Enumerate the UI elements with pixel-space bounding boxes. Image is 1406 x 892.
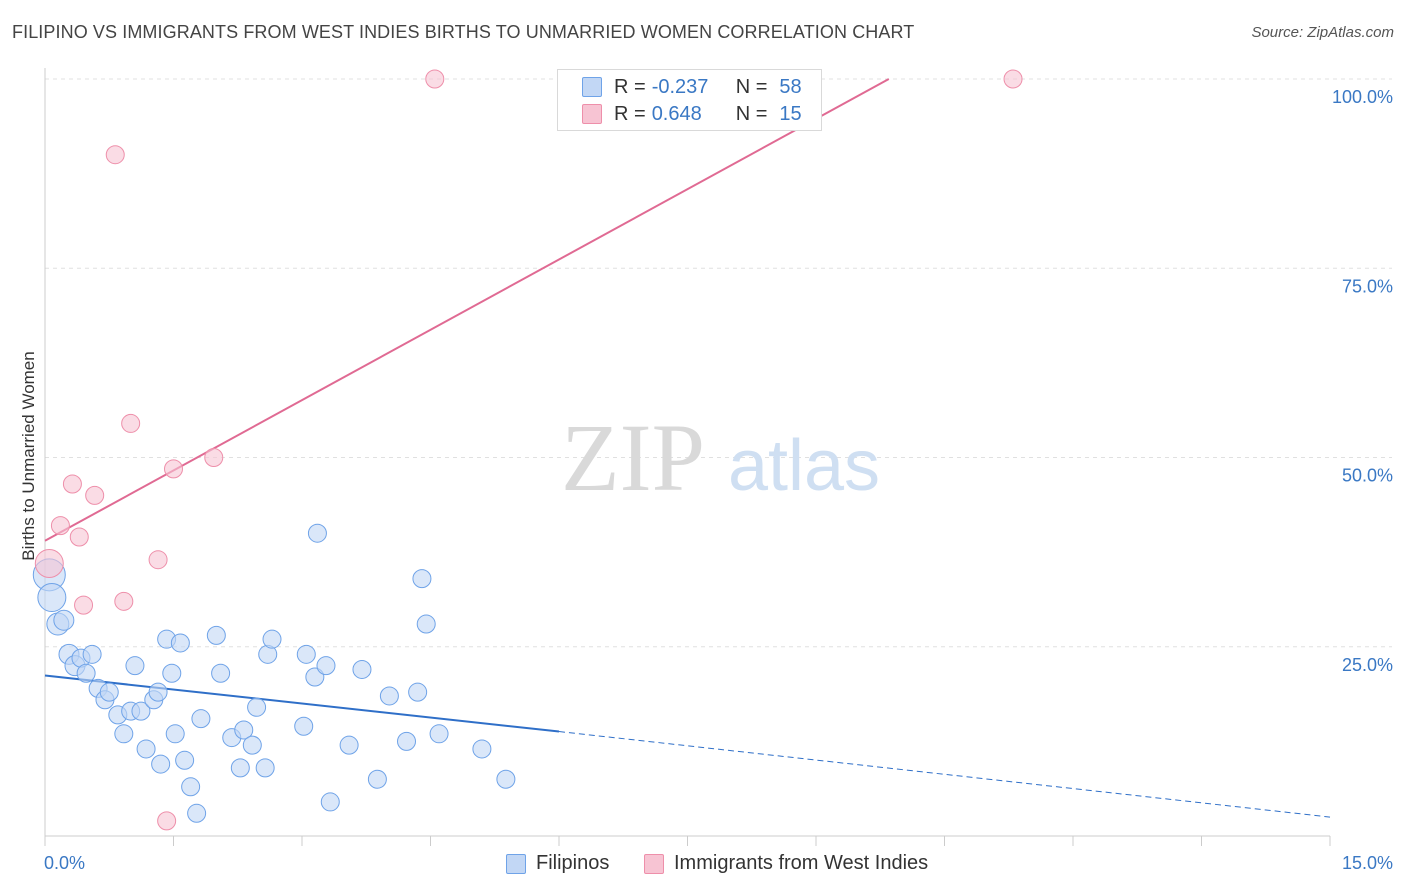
- point-filipinos: [316, 656, 336, 676]
- point-filipinos: [187, 803, 207, 823]
- point-west-indies: [105, 145, 125, 165]
- legend-item-filipinos: Filipinos: [506, 852, 609, 875]
- y-tick-label: 50.0%: [1342, 466, 1393, 486]
- point-west-indies: [85, 485, 105, 505]
- point-west-indies: [121, 413, 141, 433]
- axes: [44, 68, 1331, 846]
- trend-line-filipinos: [44, 674, 560, 733]
- point-filipinos: [367, 769, 387, 789]
- point-filipinos: [234, 720, 254, 740]
- point-filipinos: [151, 754, 171, 774]
- point-west-indies: [74, 595, 94, 615]
- point-filipinos: [99, 682, 119, 702]
- point-west-indies: [114, 591, 134, 611]
- legend-row-filipinos: R = -0.237 N = 58: [582, 75, 802, 99]
- point-filipinos: [53, 609, 75, 631]
- point-filipinos: [307, 523, 327, 543]
- point-filipinos: [247, 697, 267, 717]
- legend-n-value: 15: [779, 102, 802, 125]
- x-tick-label: 0.0%: [44, 853, 85, 873]
- point-filipinos: [296, 644, 316, 664]
- point-filipinos: [379, 686, 399, 706]
- point-filipinos: [162, 663, 182, 683]
- point-filipinos: [181, 777, 201, 797]
- point-filipinos: [472, 739, 492, 759]
- point-filipinos: [191, 709, 211, 729]
- point-filipinos: [412, 569, 432, 589]
- watermark: ZIP atlas: [561, 404, 880, 511]
- point-filipinos: [125, 656, 145, 676]
- point-filipinos: [175, 750, 195, 770]
- point-filipinos: [397, 731, 417, 751]
- legend-row-west-indies: R = 0.648 N = 15: [582, 102, 802, 126]
- legend-swatch-pink: [582, 104, 602, 124]
- point-filipinos: [148, 682, 168, 702]
- source-label: Source: ZipAtlas.com: [1251, 24, 1394, 41]
- point-west-indies: [69, 527, 89, 547]
- point-west-indies: [62, 474, 82, 494]
- y-tick-label: 25.0%: [1342, 655, 1393, 675]
- point-west-indies: [204, 448, 224, 467]
- watermark-zip: ZIP: [561, 404, 705, 511]
- legend-label-filipinos: Filipinos: [536, 852, 610, 874]
- point-west-indies: [157, 811, 177, 831]
- point-filipinos: [339, 735, 359, 755]
- point-filipinos: [352, 659, 372, 679]
- point-west-indies: [164, 459, 183, 479]
- point-filipinos: [416, 614, 436, 634]
- point-filipinos: [37, 583, 67, 613]
- legend-swatch-blue: [582, 77, 602, 97]
- point-filipinos: [114, 724, 134, 744]
- trend-lines: [44, 78, 1331, 818]
- y-axis-label: Births to Unmarried Women: [19, 351, 38, 560]
- point-filipinos: [170, 633, 190, 653]
- data-points: [32, 69, 1023, 831]
- point-filipinos: [136, 739, 156, 759]
- point-filipinos: [242, 735, 262, 755]
- legend-n-label: N =: [735, 102, 768, 125]
- legend-swatch-blue: [506, 853, 526, 874]
- point-west-indies: [148, 550, 168, 570]
- legend-r-value: 0.648: [651, 102, 702, 125]
- trend-line-west-indies: [44, 78, 890, 542]
- point-filipinos: [294, 716, 314, 736]
- point-filipinos: [320, 792, 340, 812]
- trend-line-filipinos-extension: [558, 731, 1331, 818]
- legend-r-value: -0.237: [651, 75, 709, 98]
- legend-n-value: 58: [779, 75, 802, 98]
- point-west-indies: [1003, 69, 1023, 89]
- y-tick-label: 100.0%: [1332, 87, 1393, 107]
- legend-label-west-indies: Immigrants from West Indies: [674, 852, 929, 874]
- point-filipinos: [211, 663, 231, 683]
- legend-n-label: N =: [735, 75, 768, 98]
- point-filipinos: [76, 663, 96, 683]
- point-west-indies: [425, 69, 445, 89]
- point-filipinos: [429, 724, 449, 744]
- point-filipinos: [131, 701, 151, 721]
- point-filipinos: [230, 758, 250, 778]
- point-west-indies: [50, 516, 70, 536]
- correlation-legend: R = -0.237 N = 58 R = 0.648 N = 15: [557, 69, 822, 131]
- point-west-indies: [34, 548, 64, 578]
- point-filipinos: [496, 769, 516, 789]
- point-filipinos: [165, 724, 185, 744]
- tick-labels: 25.0% 50.0% 75.0% 100.0% 0.0% 15.0%: [44, 87, 1393, 873]
- point-filipinos: [255, 758, 275, 778]
- point-filipinos: [82, 644, 102, 664]
- y-tick-label: 75.0%: [1342, 276, 1393, 296]
- point-filipinos: [206, 625, 226, 645]
- x-tick-label: 15.0%: [1342, 853, 1393, 873]
- legend-swatch-pink: [644, 853, 664, 874]
- point-filipinos: [305, 667, 325, 687]
- point-filipinos: [262, 629, 282, 649]
- legend-r-label: R =: [614, 102, 646, 125]
- grid-lines: [45, 78, 1392, 648]
- chart-title: FILIPINO VS IMMIGRANTS FROM WEST INDIES …: [12, 22, 915, 42]
- legend-r-label: R =: [614, 75, 646, 98]
- legend-item-west-indies: Immigrants from West Indies: [644, 852, 928, 875]
- series-legend: Filipinos Immigrants from West Indies: [0, 852, 1406, 878]
- watermark-atlas: atlas: [728, 426, 880, 506]
- point-filipinos: [408, 682, 428, 702]
